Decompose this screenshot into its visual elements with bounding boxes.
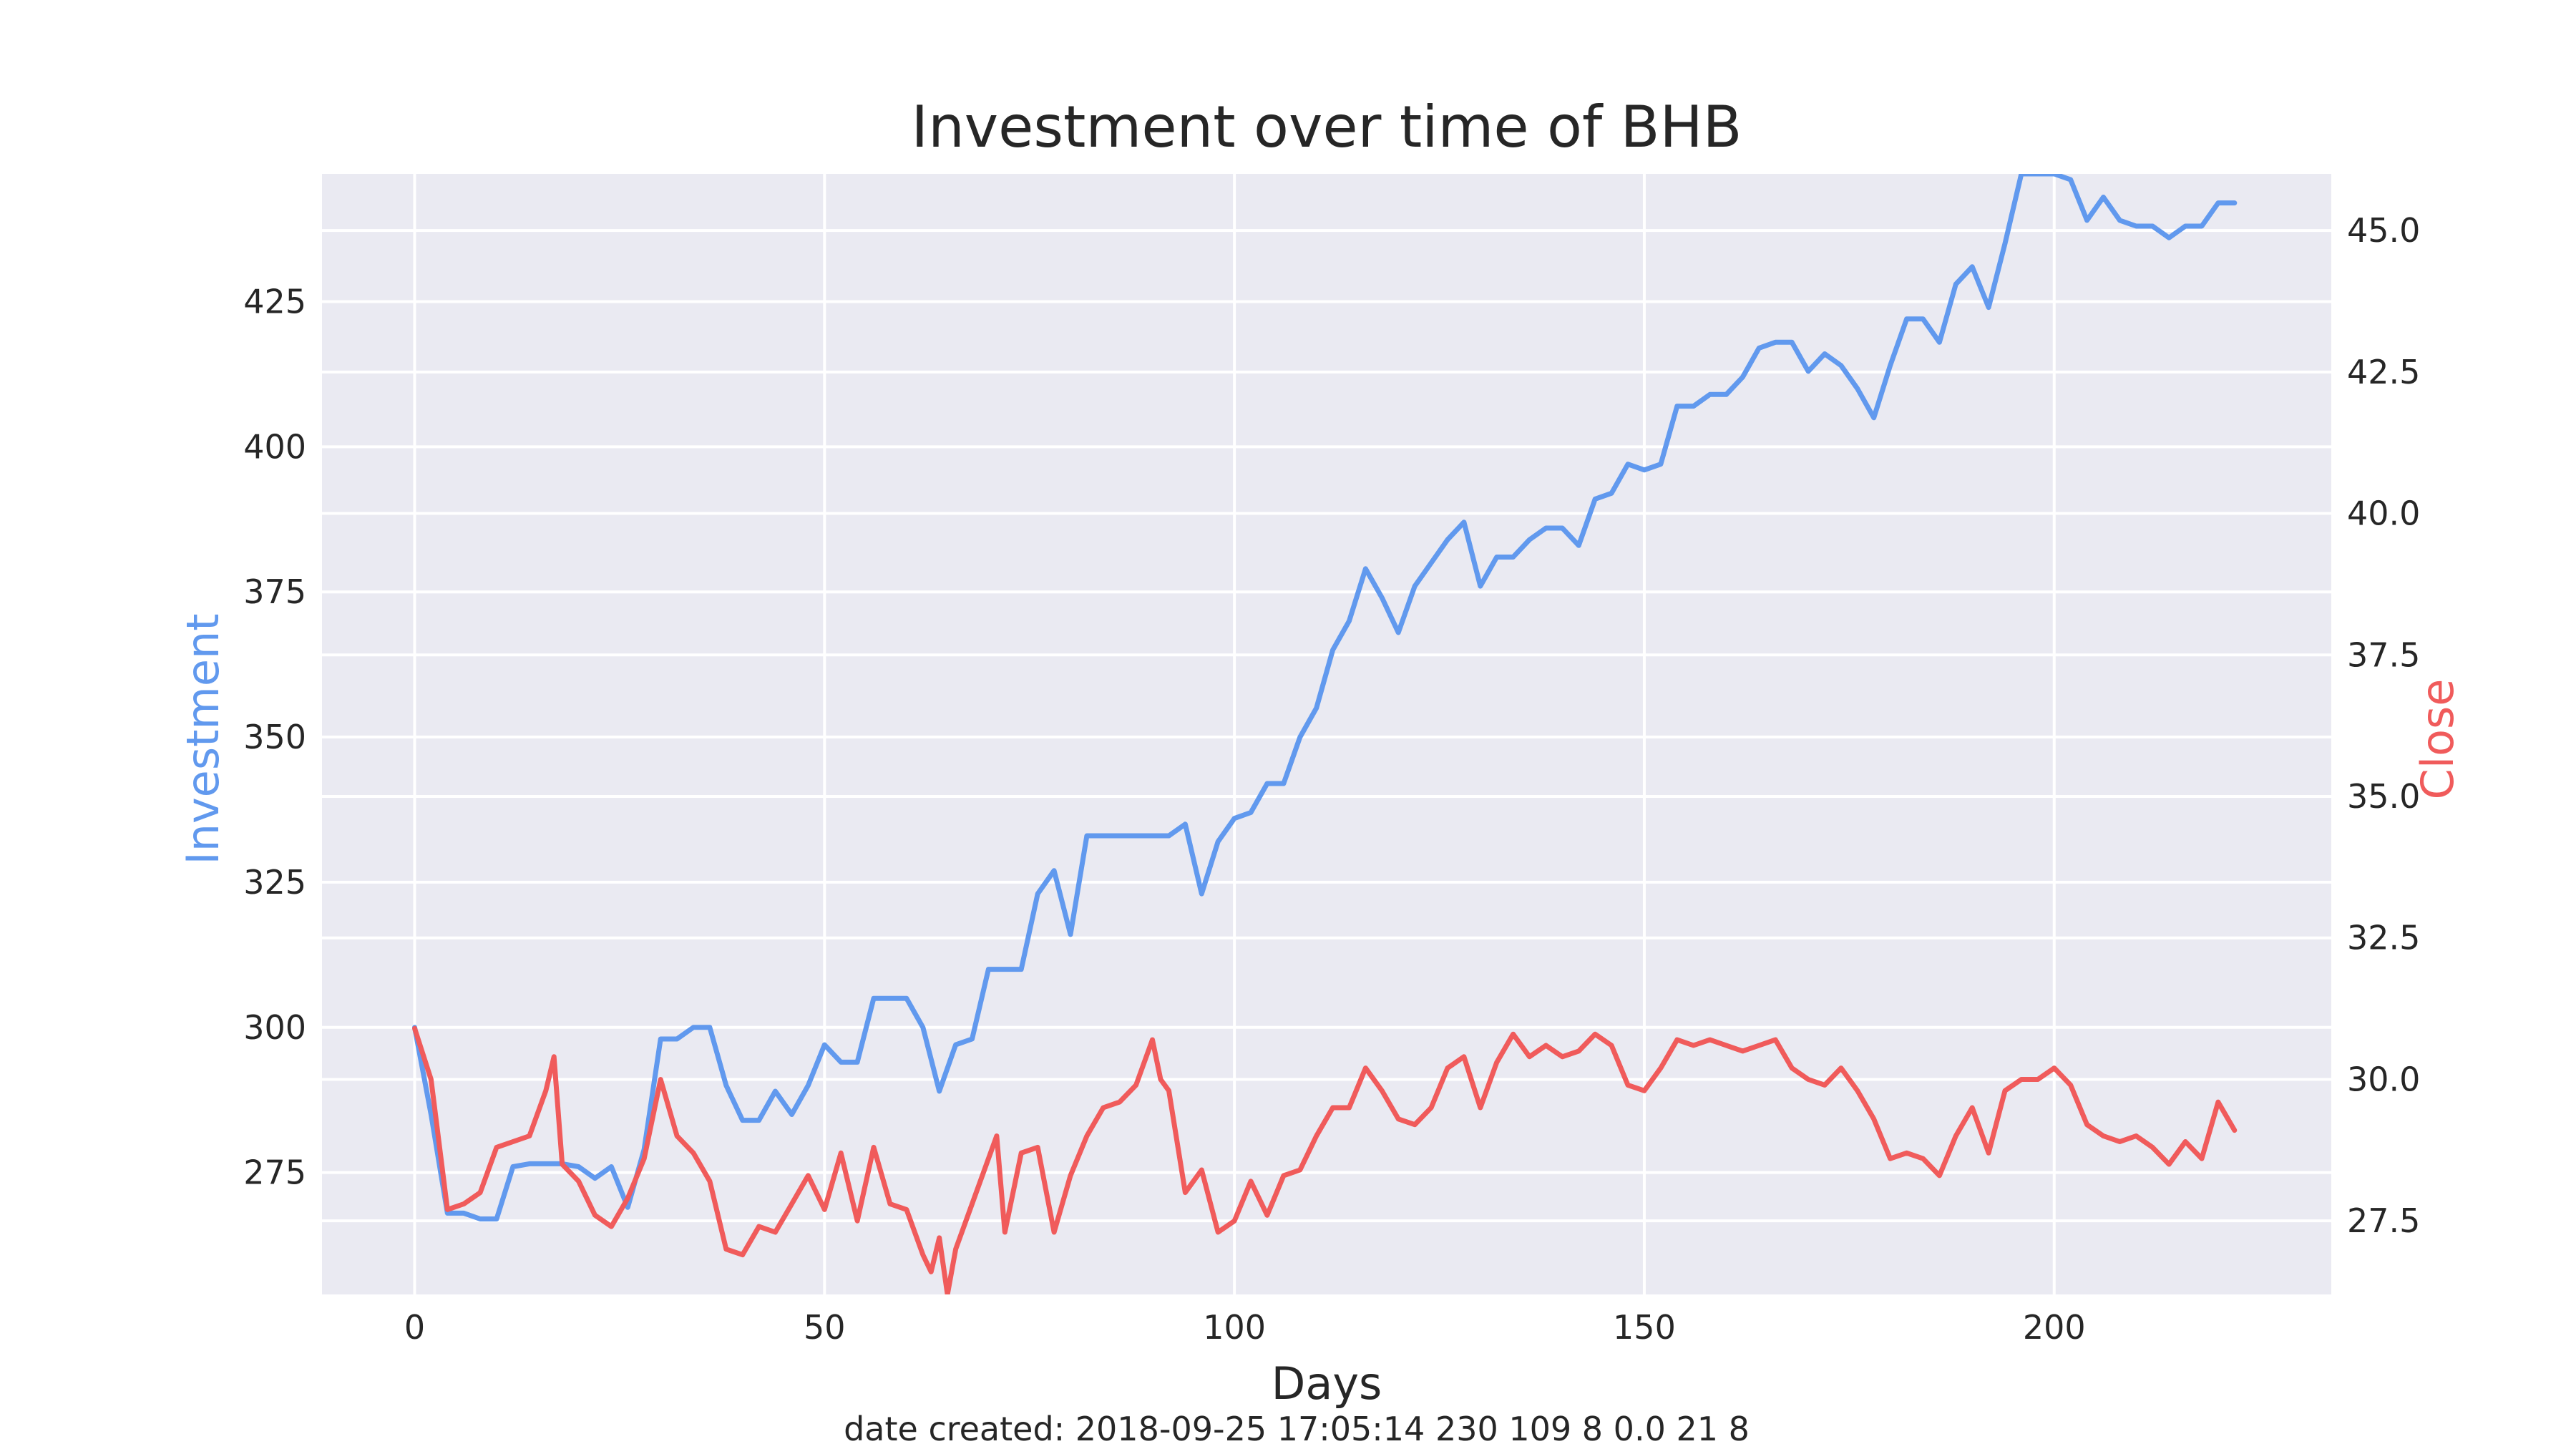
- y-tick-label-left: 325: [243, 863, 306, 902]
- series-line-investment: [412, 174, 2238, 1221]
- y-tick-label-right: 37.5: [2347, 635, 2420, 674]
- y-tick-label-right: 35.0: [2347, 777, 2420, 816]
- y-tick-label-right: 27.5: [2347, 1201, 2420, 1240]
- x-axis-label: Days: [1272, 1357, 1382, 1410]
- y-axis-label-right: Close: [2411, 679, 2464, 800]
- plot-area: [322, 174, 2331, 1294]
- footer-date-created: date created: 2018-09-25 17:05:14 230 10…: [844, 1410, 1750, 1448]
- series-layer: [412, 174, 2238, 1294]
- tick-labels: 0 50 100 150 200 275 300 325 350 375 400 425 27.5 30.…: [243, 211, 2420, 1347]
- y-tick-label-right: 45.0: [2347, 211, 2420, 250]
- y-tick-label-right: 40.0: [2347, 494, 2420, 533]
- y-tick-label-right: 42.5: [2347, 353, 2420, 391]
- x-tick-label: 50: [804, 1308, 846, 1347]
- series-line-close: [412, 1025, 2238, 1294]
- x-tick-label: 0: [404, 1308, 425, 1347]
- y-tick-label-left: 300: [243, 1008, 306, 1047]
- y-tick-label-left: 350: [243, 718, 306, 756]
- x-tick-label: 200: [2023, 1308, 2086, 1347]
- grid: [322, 174, 2331, 1294]
- y-tick-label-left: 425: [243, 283, 306, 321]
- y-tick-label-left: 375: [243, 572, 306, 611]
- y-tick-label-left: 400: [243, 427, 306, 466]
- y-axis-label-left: Investment: [177, 613, 229, 864]
- y-tick-label-right: 32.5: [2347, 919, 2420, 957]
- x-tick-label: 150: [1613, 1308, 1676, 1347]
- x-tick-label: 100: [1203, 1308, 1266, 1347]
- chart-title: Investment over time of BHB: [911, 94, 1742, 160]
- y-tick-label-right: 30.0: [2347, 1060, 2420, 1098]
- y-tick-label-left: 275: [243, 1153, 306, 1192]
